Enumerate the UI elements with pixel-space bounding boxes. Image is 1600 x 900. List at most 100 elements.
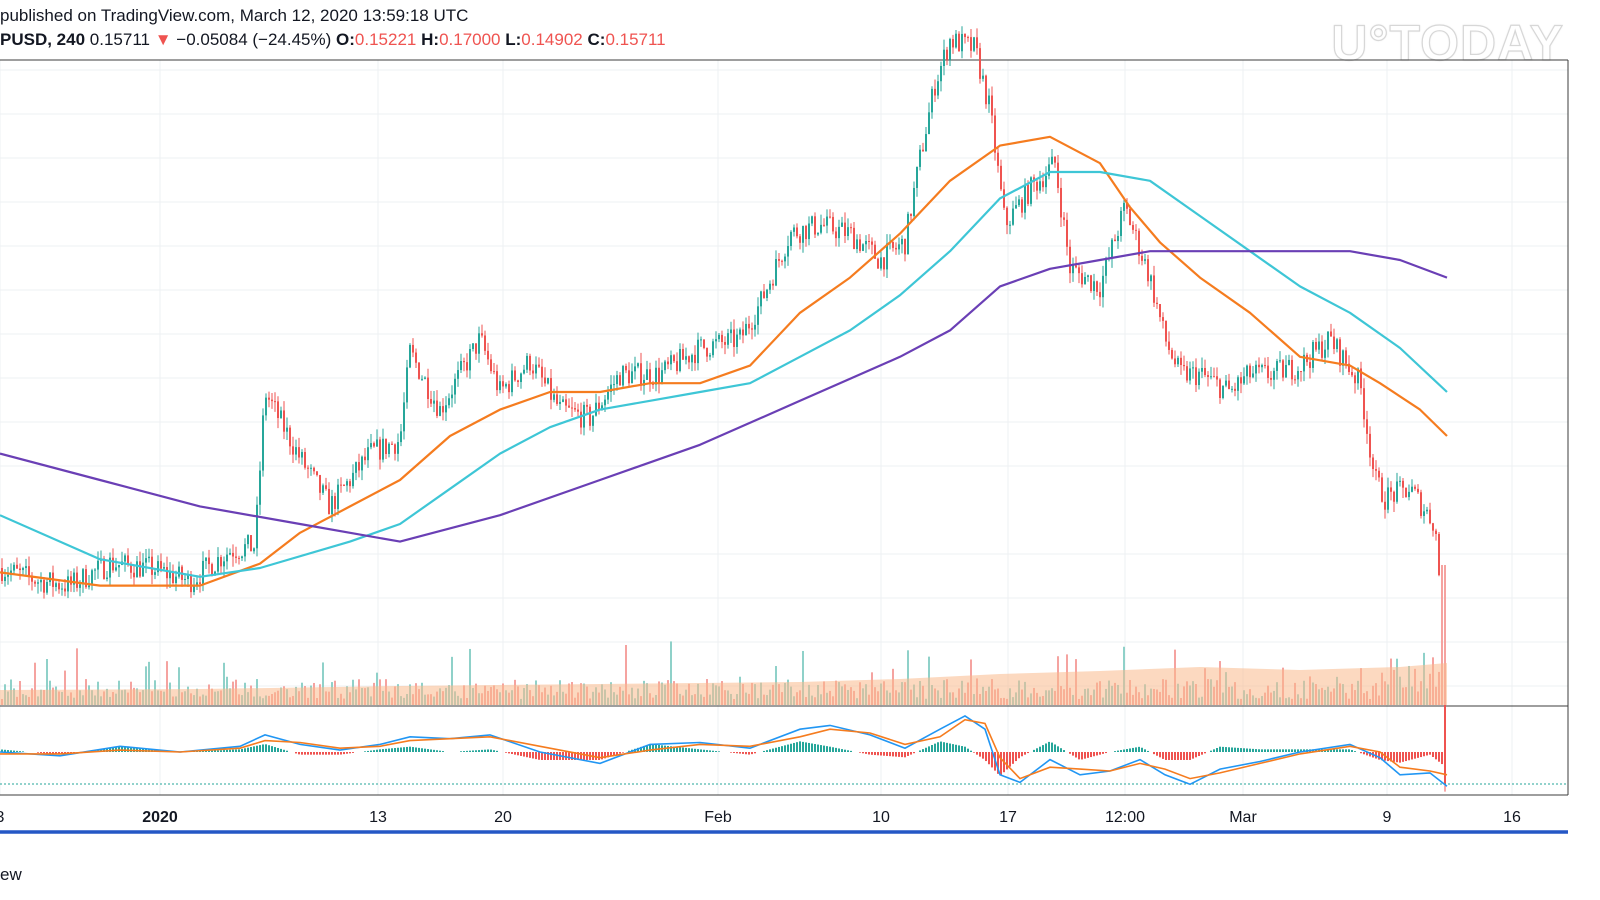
candle-down (619, 375, 621, 386)
candle-up (754, 324, 756, 330)
macd-histogram-bar (547, 752, 549, 760)
macd-histogram-bar (763, 750, 765, 752)
candle-down (871, 241, 873, 245)
macd-histogram-bar (1072, 752, 1074, 756)
candle-up (616, 375, 618, 385)
macd-histogram-bar (1420, 752, 1422, 758)
candle-down (874, 244, 876, 259)
candle-down (442, 406, 444, 413)
open-value: 0.15221 (354, 30, 417, 49)
macd-histogram-bar (928, 746, 930, 752)
candle-up (709, 355, 711, 357)
macd-histogram-bar (487, 749, 489, 752)
candle-down (1405, 487, 1407, 498)
candle-down (1369, 433, 1371, 458)
macd-histogram-bar (1078, 752, 1080, 760)
candle-down (586, 404, 588, 407)
macd-histogram-bar (271, 746, 273, 752)
candle-down (574, 408, 576, 410)
candle-up (547, 378, 549, 384)
down-arrow-icon: ▼ (154, 30, 172, 49)
candle-down (1240, 377, 1242, 384)
macd-histogram-bar (1117, 750, 1119, 752)
candle-down (385, 438, 387, 454)
candle-up (802, 225, 804, 243)
candle-down (517, 380, 519, 383)
macd-histogram-bar (772, 748, 774, 752)
candle-down (703, 339, 705, 348)
candle-down (379, 439, 381, 460)
candle-up (937, 81, 939, 96)
candle-up (691, 354, 693, 363)
candle-up (1030, 177, 1032, 204)
candle-up (145, 558, 147, 563)
macd-histogram-bar (1198, 752, 1200, 756)
macd-histogram-bar (1381, 752, 1383, 761)
candle-up (604, 399, 606, 406)
candle-up (73, 572, 75, 585)
macd-histogram-bar (616, 752, 618, 755)
candle-down (1174, 358, 1176, 365)
candle-up (1324, 349, 1326, 358)
macd-histogram-bar (985, 752, 987, 762)
macd-histogram-bar (208, 750, 210, 752)
macd-histogram-bar (808, 742, 810, 752)
candle-down (532, 370, 534, 374)
candle-down (556, 394, 558, 404)
macd-histogram-bar (982, 752, 984, 759)
candle-down (1402, 480, 1404, 488)
macd-histogram-bar (19, 751, 21, 752)
candle-up (280, 410, 282, 419)
candle-down (1258, 364, 1260, 368)
macd-histogram-bar (730, 752, 732, 753)
candle-up (1297, 371, 1299, 380)
macd-histogram-bar (508, 752, 510, 754)
macd-histogram-bar (274, 747, 276, 752)
macd-histogram-bar (1018, 752, 1020, 759)
candle-up (265, 397, 267, 416)
candle-down (1435, 530, 1437, 535)
candle-down (391, 443, 393, 445)
candle-up (661, 370, 663, 383)
macd-histogram-bar (229, 749, 231, 752)
time-axis-label: Feb (704, 809, 732, 826)
candle-down (268, 397, 270, 400)
candle-up (736, 334, 738, 347)
macd-histogram-bar (364, 751, 366, 752)
chart-header: published on TradingView.com, March 12, … (0, 4, 666, 49)
macd-histogram-bar (580, 752, 582, 760)
candle-up (403, 402, 405, 432)
macd-histogram-bar (1249, 748, 1251, 752)
candle-down (1249, 365, 1251, 378)
candle-down (577, 409, 579, 412)
candle-down (16, 564, 18, 569)
candle-down (1384, 501, 1386, 510)
candle-up (202, 560, 204, 584)
candle-down (1078, 267, 1080, 274)
macd-histogram-bar (1294, 749, 1296, 752)
candle-down (742, 329, 744, 336)
volume-bar (34, 662, 36, 705)
candle-down (1267, 365, 1269, 378)
candle-up (79, 584, 81, 588)
candle-down (1153, 275, 1155, 303)
macd-histogram-bar (400, 747, 402, 752)
candle-down (1216, 376, 1218, 380)
time-axis-label: 20 (494, 809, 512, 826)
candle-up (451, 394, 453, 399)
candle-up (1024, 184, 1026, 213)
candle-up (559, 401, 561, 404)
macd-histogram-bar (1390, 752, 1392, 762)
candle-down (853, 227, 855, 250)
volume-ma-area (0, 663, 1447, 705)
candle-up (376, 439, 378, 447)
candle-up (679, 348, 681, 371)
macd-histogram-bar (1237, 747, 1239, 752)
macd-histogram-bar (1246, 748, 1248, 752)
candle-down (349, 481, 351, 487)
macd-histogram-bar (325, 752, 327, 755)
macd-histogram-bar (214, 750, 216, 752)
macd-histogram-bar (1183, 752, 1185, 760)
candle-down (640, 363, 642, 386)
